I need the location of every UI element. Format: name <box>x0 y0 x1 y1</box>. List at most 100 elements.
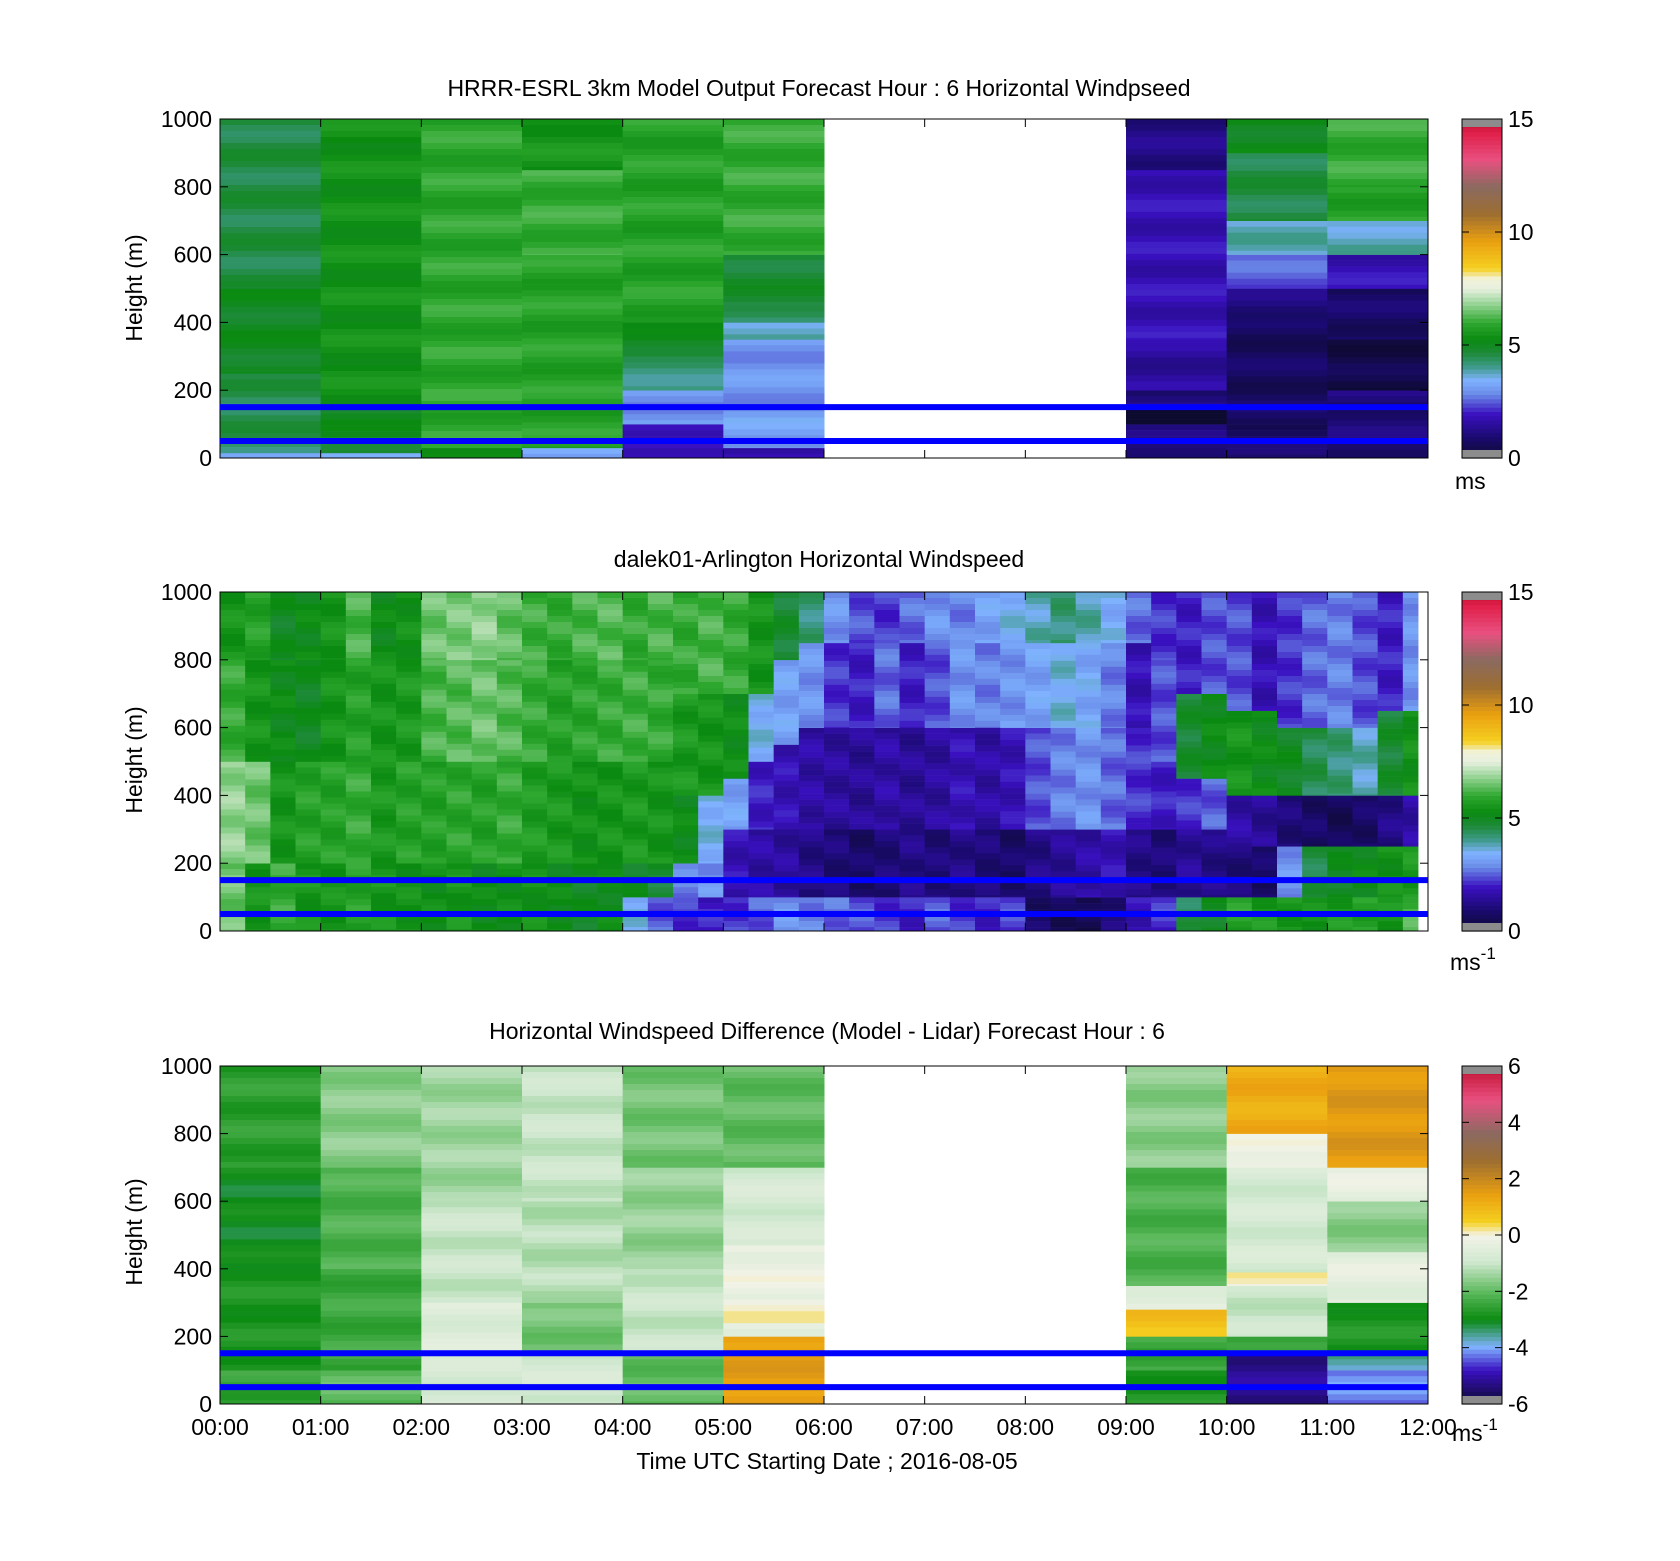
heatmap-cell <box>1100 897 1127 904</box>
heatmap-cell <box>220 713 246 721</box>
heatmap-cell <box>1126 859 1152 866</box>
heatmap-cell <box>622 1310 724 1318</box>
heatmap-cell <box>320 215 422 222</box>
heatmap-cell <box>1000 757 1026 764</box>
heatmap-cell <box>1327 198 1429 206</box>
heatmap-cell <box>446 622 473 629</box>
heatmap-cell <box>1251 652 1278 659</box>
heatmap-cell <box>471 610 498 617</box>
heatmap-cell <box>622 447 724 455</box>
heatmap-cell <box>1226 776 1253 783</box>
heatmap-cell <box>723 1167 825 1174</box>
heatmap-cell <box>673 747 699 754</box>
heatmap-cell <box>748 646 775 653</box>
heatmap-cell <box>1126 181 1228 189</box>
heatmap-cell <box>1000 865 1026 872</box>
heatmap-cell <box>1126 119 1228 126</box>
heatmap-cell <box>1302 622 1328 629</box>
heatmap-cell <box>1126 1336 1228 1343</box>
heatmap-cell <box>673 610 699 617</box>
heatmap-cell <box>572 659 598 667</box>
heatmap-cell <box>1327 396 1429 403</box>
heatmap-cell <box>1226 1066 1328 1073</box>
colorbar-segment <box>1462 352 1502 357</box>
heatmap-cell <box>1075 915 1102 922</box>
heatmap-cell <box>371 923 397 930</box>
heatmap-cell <box>220 803 246 810</box>
colorbar-segment <box>1462 441 1502 446</box>
heatmap-cell <box>421 634 447 641</box>
heatmap-cell <box>798 927 825 932</box>
heatmap-cell <box>421 1291 523 1298</box>
heatmap-cell <box>396 592 422 599</box>
heatmap-cell <box>1226 1359 1328 1366</box>
heatmap-cell <box>1226 352 1328 359</box>
heatmap-cell <box>1201 835 1228 842</box>
heatmap-cell <box>1402 716 1419 723</box>
heatmap-cell <box>773 658 800 661</box>
heatmap-cell <box>723 203 825 210</box>
heatmap-cell <box>446 683 473 691</box>
heatmap-cell <box>723 1120 825 1127</box>
heatmap-cell <box>421 1401 523 1405</box>
heatmap-cell <box>773 701 800 709</box>
heatmap-cell <box>1302 712 1328 719</box>
heatmap-cell <box>849 666 875 674</box>
heatmap-cell <box>220 689 246 697</box>
heatmap-cell <box>1226 119 1328 126</box>
heatmap-cell <box>924 708 951 716</box>
y-axis-label: Height (m) <box>121 706 147 813</box>
heatmap-cell <box>1327 432 1429 439</box>
heatmap-cell <box>748 889 775 896</box>
heatmap-cell <box>245 803 271 810</box>
heatmap-cell <box>1327 921 1353 928</box>
heatmap-cell <box>295 652 322 659</box>
heatmap-cell <box>295 610 322 617</box>
heatmap-cell <box>597 677 624 685</box>
heatmap-cell <box>220 287 322 289</box>
heatmap-cell <box>396 923 422 930</box>
heatmap-cell <box>773 731 800 739</box>
heatmap-cell <box>1226 1251 1328 1258</box>
heatmap-cell <box>1025 690 1051 698</box>
heatmap-cell <box>220 863 246 870</box>
colorbar-segment <box>1462 617 1502 623</box>
heatmap-cell <box>723 441 825 448</box>
colorbar-segment <box>1462 744 1502 750</box>
heatmap-cell <box>924 666 951 674</box>
heatmap-cell <box>723 1221 825 1228</box>
heatmap-cell <box>446 899 473 906</box>
heatmap-cell <box>1226 610 1253 617</box>
colorbar-under <box>1462 923 1502 931</box>
heatmap-cell <box>1377 752 1404 759</box>
heatmap-cell <box>220 749 246 757</box>
heatmap-cell <box>597 683 624 691</box>
heatmap-cell <box>673 628 699 635</box>
heatmap-cell <box>899 702 926 710</box>
heatmap-cell <box>1327 1167 1429 1174</box>
heatmap-cell <box>1226 1179 1328 1186</box>
heatmap-cell <box>1226 598 1253 605</box>
colorbar-segment <box>1462 148 1502 154</box>
heatmap-cell <box>874 598 900 605</box>
heatmap-cell <box>798 640 825 644</box>
heatmap-cell <box>1251 622 1278 629</box>
heatmap-cell <box>622 322 724 329</box>
heatmap-cell <box>924 817 951 824</box>
heatmap-cell <box>1226 1173 1328 1180</box>
heatmap-cell <box>1352 751 1379 758</box>
heatmap-cell <box>295 887 322 894</box>
heatmap-cell <box>522 1174 624 1181</box>
heatmap-cell <box>295 863 322 870</box>
heatmap-cell <box>723 1257 825 1265</box>
heatmap-cell <box>622 362 724 369</box>
heatmap-cell <box>1327 167 1429 174</box>
heatmap-cell <box>748 616 775 623</box>
heatmap-cell <box>622 203 724 210</box>
colorbar-segment <box>1462 1247 1502 1253</box>
heatmap-cell <box>1352 592 1379 599</box>
heatmap-cell <box>1025 793 1051 800</box>
heatmap-cell <box>471 851 498 858</box>
colorbar-segment <box>1462 402 1502 408</box>
